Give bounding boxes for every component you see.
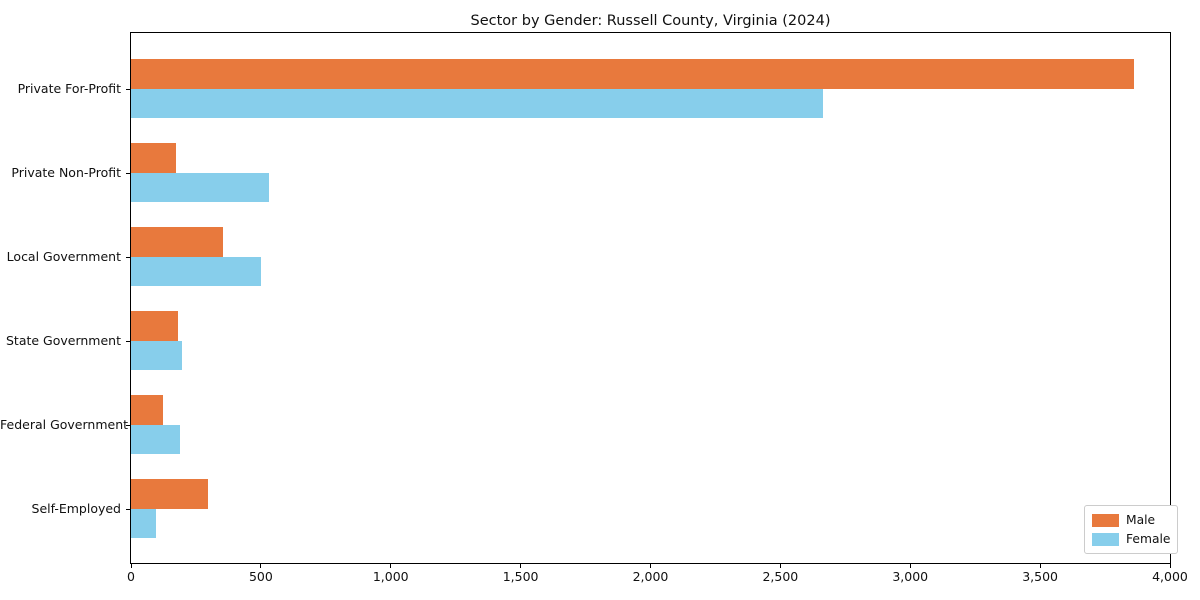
ytick-label-private-for-profit: Private For-Profit [17,80,121,96]
legend-swatch-female [1092,532,1119,546]
bar-male-local-government [131,227,224,257]
xtick-label-1-500: 1,500 [502,569,539,584]
ytick-mark-state-government [126,340,130,342]
legend: Male Female [1084,505,1178,554]
xtick-label-3-500: 3,500 [1022,569,1059,584]
ytick-mark-private-non-profit [126,172,130,174]
ytick-mark-private-for-profit [126,88,130,90]
bar-male-private-for-profit [131,59,1134,89]
bar-female-state-government [131,340,182,370]
legend-swatch-male [1092,513,1119,527]
chart-title: Sector by Gender: Russell County, Virgin… [470,13,831,29]
xtick-mark-3-500 [1039,564,1041,568]
bar-male-state-government [131,311,178,341]
legend-item-male: Male [1092,513,1169,527]
xtick-mark-4-000 [1169,564,1171,568]
bar-male-self-employed [131,479,208,509]
legend-label-male: Male [1126,513,1156,527]
ytick-mark-self-employed [126,508,130,510]
legend-label-female: Female [1126,532,1171,546]
xtick-label-4-000: 4,000 [1152,569,1188,584]
legend-item-female: Female [1092,532,1171,546]
bar-female-private-non-profit [131,172,269,202]
bar-female-self-employed [131,508,156,538]
xtick-mark-500 [260,564,262,568]
plot-area [130,32,1171,564]
ytick-label-private-non-profit: Private Non-Profit [11,164,121,180]
bar-male-private-non-profit [131,143,177,173]
xtick-label-0: 0 [127,569,135,584]
xtick-mark-1-000 [390,564,392,568]
xtick-mark-0 [130,564,132,568]
ytick-label-federal-government: Federal Government [0,416,129,432]
xtick-label-1-000: 1,000 [372,569,409,584]
bar-male-federal-government [131,395,164,425]
xtick-mark-3-000 [909,564,911,568]
xtick-mark-2-500 [779,564,781,568]
bar-female-federal-government [131,424,181,454]
ytick-label-self-employed: Self-Employed [31,500,121,516]
xtick-label-2-000: 2,000 [632,569,669,584]
bar-female-private-for-profit [131,88,824,118]
xtick-mark-1-500 [520,564,522,568]
ytick-label-local-government: Local Government [6,248,121,264]
xtick-mark-2-000 [650,564,651,568]
ytick-mark-federal-government [126,424,130,426]
ytick-mark-local-government [126,256,130,258]
ytick-label-state-government: State Government [5,332,121,348]
xtick-label-3-000: 3,000 [892,569,929,584]
xtick-label-2-500: 2,500 [762,569,799,584]
bar-female-local-government [131,256,261,286]
xtick-label-500: 500 [248,569,273,584]
